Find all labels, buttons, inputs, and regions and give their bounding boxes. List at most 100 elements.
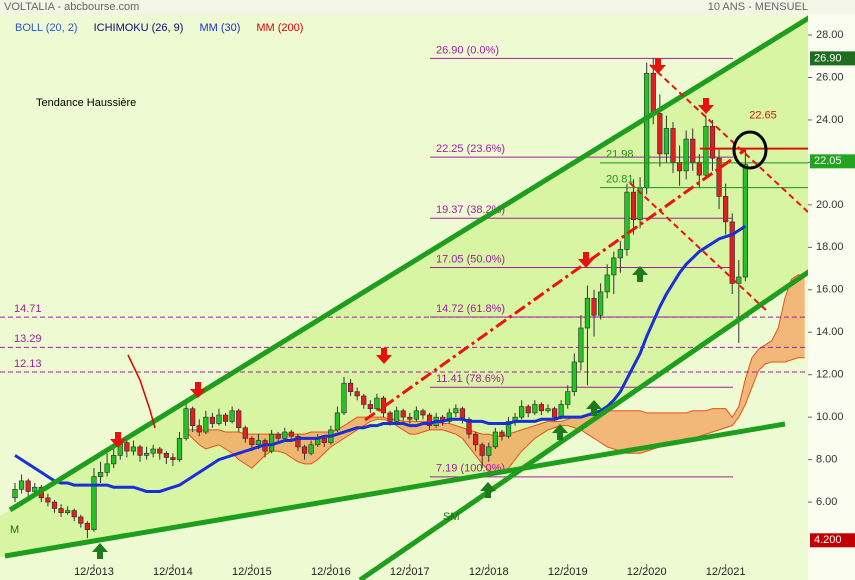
candle-body	[505, 421, 512, 437]
candle-body	[308, 444, 314, 454]
candle-body	[426, 414, 433, 426]
candle-body	[334, 412, 341, 431]
header-bar	[0, 0, 855, 14]
candle-body	[453, 408, 459, 414]
y-tick-label: 12.00	[816, 369, 844, 381]
legend-entry: MM (200)	[256, 22, 303, 34]
y-tick-label: 16.00	[816, 284, 844, 296]
annotation: SM	[443, 511, 460, 523]
candle-body	[657, 113, 663, 155]
candle-body	[591, 297, 597, 316]
resistance-level-label: 21.98	[606, 149, 634, 161]
annotation: M	[10, 524, 19, 536]
candle-body	[301, 446, 308, 454]
up-arrow	[92, 543, 108, 559]
x-tick-label: 12/2021	[706, 566, 746, 578]
candle-body	[472, 433, 479, 446]
candle-body	[157, 448, 163, 454]
candle-body	[479, 444, 485, 456]
candle-body	[78, 516, 84, 524]
candle-body	[716, 157, 722, 197]
candle-body	[367, 404, 373, 409]
candle-body	[71, 510, 77, 518]
fib-level-label: 14.72 (61.8%)	[436, 303, 505, 315]
legend-entry: ICHIMOKU (26, 9)	[94, 22, 184, 34]
legend-entry: BOLL (20, 2)	[15, 22, 78, 34]
candle-body	[45, 497, 51, 503]
candle-body	[341, 382, 347, 414]
candle-body	[269, 433, 275, 452]
candle-body	[723, 196, 729, 223]
candle-body	[295, 435, 301, 448]
candle-body	[275, 433, 281, 439]
candle-body	[466, 418, 472, 435]
moving-average-fragment	[127, 354, 156, 429]
price-tag-label: 22.05	[814, 155, 842, 167]
candle-body	[736, 276, 742, 284]
candle-body	[525, 406, 531, 414]
support-level-label: 14.71	[14, 303, 42, 315]
candle-body	[604, 274, 610, 293]
price-tag	[810, 154, 855, 169]
candle-body	[709, 126, 716, 159]
candle-body	[420, 410, 426, 416]
y-tick-label: 14.00	[816, 326, 844, 338]
candle-body	[91, 476, 97, 530]
candle-body	[97, 472, 104, 477]
trend-line	[8, 15, 808, 513]
drawings	[4, 15, 808, 580]
candle-body	[163, 452, 169, 458]
price-tag	[810, 51, 855, 66]
up-arrow	[632, 266, 648, 282]
buy-arrows	[92, 266, 648, 559]
trend-line	[649, 64, 808, 213]
candle-body	[519, 406, 525, 418]
price-tag-label: 26.90	[814, 52, 842, 64]
fib-level-label: 7.19 (100.0%)	[436, 463, 505, 475]
candle-body	[400, 410, 406, 418]
cloud-fill	[186, 274, 805, 475]
candle-body	[532, 404, 538, 414]
x-tick-label: 12/2018	[469, 566, 509, 578]
candle-body	[209, 416, 216, 424]
x-tick-label: 12/2020	[627, 566, 667, 578]
y-tick-label: 24.00	[816, 114, 844, 126]
candle-body	[111, 455, 117, 465]
candle-body	[196, 425, 202, 433]
x-tick-label: 12/2016	[311, 566, 351, 578]
fib-level-label: 26.90 (0.0%)	[436, 44, 499, 56]
y-tick-label: 28.00	[816, 29, 844, 41]
candle-body	[361, 395, 367, 405]
line-layer: 21.98 20.81	[14, 147, 808, 493]
candle-body	[51, 501, 58, 509]
candle-body	[551, 408, 558, 418]
candle-body	[696, 162, 702, 176]
candle-body	[742, 164, 748, 278]
down-arrow	[578, 252, 594, 268]
candle-body	[170, 457, 176, 460]
chart-title: Tendance Haussière	[36, 97, 136, 109]
channel-area	[0, 18, 808, 557]
candle-body	[144, 452, 150, 456]
y-tick-label: 18.00	[816, 241, 844, 253]
y-tick-label: 26.00	[816, 71, 844, 83]
candle-body	[242, 427, 248, 439]
candle-body	[558, 404, 564, 418]
candle-body	[676, 162, 683, 172]
level-layer: 14.71 13.29 12.13 26.90 (0.0%) 22.25 (23.6%)…	[0, 44, 808, 478]
candle-body	[321, 438, 327, 443]
candle-body	[492, 431, 498, 448]
trend-line	[629, 182, 769, 313]
candle-body	[150, 448, 156, 454]
candle-body	[216, 414, 222, 424]
sell-arrows	[110, 58, 714, 448]
x-tick-label: 12/2017	[390, 566, 430, 578]
trend-line	[364, 148, 746, 422]
fib-level-label: 17.05 (50.0%)	[436, 253, 505, 265]
candle-body	[499, 431, 505, 437]
highlight-circle	[732, 130, 768, 170]
target-label: 22.65	[749, 110, 777, 122]
candle-body	[58, 508, 64, 513]
price-tag-label: 4.200	[814, 534, 842, 546]
